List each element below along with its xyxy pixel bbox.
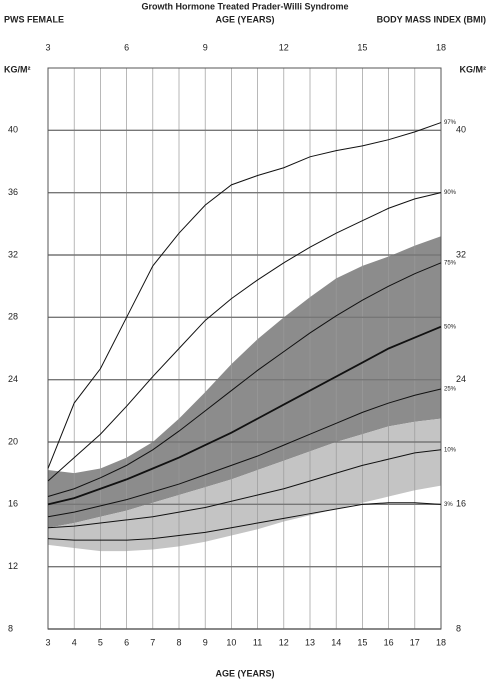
series-label: 97%	[444, 120, 457, 126]
y-tick-label: 16	[8, 499, 18, 509]
chart-title: Growth Hormone Treated Prader-Willi Synd…	[142, 1, 349, 11]
x-tick-label: 4	[72, 637, 77, 647]
x-tick-label: 7	[150, 637, 155, 647]
x-axis-label: AGE (YEARS)	[215, 668, 274, 678]
y-tick-label: 32	[8, 249, 18, 259]
y2-axis-label: KG/M²	[460, 64, 487, 74]
series-label: 3%	[444, 502, 453, 508]
x2-tick-label: 12	[279, 42, 289, 52]
y2-tick-label: 16	[456, 499, 466, 509]
y2-tick-label: 8	[456, 623, 461, 633]
y-tick-label: 8	[8, 623, 13, 633]
series-label: 90%	[444, 190, 457, 196]
y-tick-label: 40	[8, 125, 18, 135]
x2-tick-label: 15	[357, 42, 367, 52]
x2-tick-label: 18	[436, 42, 446, 52]
plot-frame	[47, 67, 442, 630]
x-tick-label: 17	[410, 637, 420, 647]
x-tick-label: 13	[305, 637, 315, 647]
x-tick-label: 15	[357, 637, 367, 647]
x-tick-label: 16	[384, 637, 394, 647]
x-tick-label: 11	[253, 637, 262, 647]
percentile-line	[47, 192, 442, 482]
y-tick-label: 28	[8, 312, 18, 322]
x-tick-label: 12	[279, 637, 289, 647]
series-label: 50%	[444, 324, 457, 330]
percentile-line	[47, 262, 442, 498]
x-tick-label: 6	[124, 637, 129, 647]
x-tick-label: 14	[331, 637, 341, 647]
percentile-line	[47, 325, 442, 506]
subtitle-center: AGE (YEARS)	[215, 14, 274, 24]
x2-tick-label: 3	[45, 42, 50, 52]
x-tick-label: 3	[45, 637, 50, 647]
x2-tick-label: 6	[124, 42, 129, 52]
y-axis-label: KG/M²	[4, 64, 31, 74]
y2-tick-label: 40	[456, 125, 466, 135]
x-tick-label: 8	[176, 637, 181, 647]
y-tick-label: 20	[8, 436, 18, 446]
y2-tick-label: 24	[456, 374, 466, 384]
x-tick-label: 5	[98, 637, 103, 647]
y-tick-label: 36	[8, 187, 18, 197]
percentile-line	[47, 388, 442, 518]
percentile-band	[48, 236, 441, 528]
x-tick-label: 18	[436, 637, 446, 647]
x-tick-label: 10	[226, 637, 236, 647]
subtitle-right: BODY MASS INDEX (BMI)	[377, 14, 486, 24]
y2-tick-label: 32	[456, 249, 466, 259]
percentile-line	[47, 502, 442, 541]
x2-tick-label: 9	[203, 42, 208, 52]
percentile-line	[47, 449, 442, 529]
subtitle-left: PWS FEMALE	[4, 14, 64, 24]
y-tick-label: 12	[8, 561, 18, 571]
series-label: 25%	[444, 387, 457, 393]
percentile-line	[47, 122, 442, 469]
series-label: 10%	[444, 447, 457, 453]
y-tick-label: 24	[8, 374, 18, 384]
x-tick-label: 9	[203, 637, 208, 647]
series-label: 75%	[444, 260, 457, 266]
